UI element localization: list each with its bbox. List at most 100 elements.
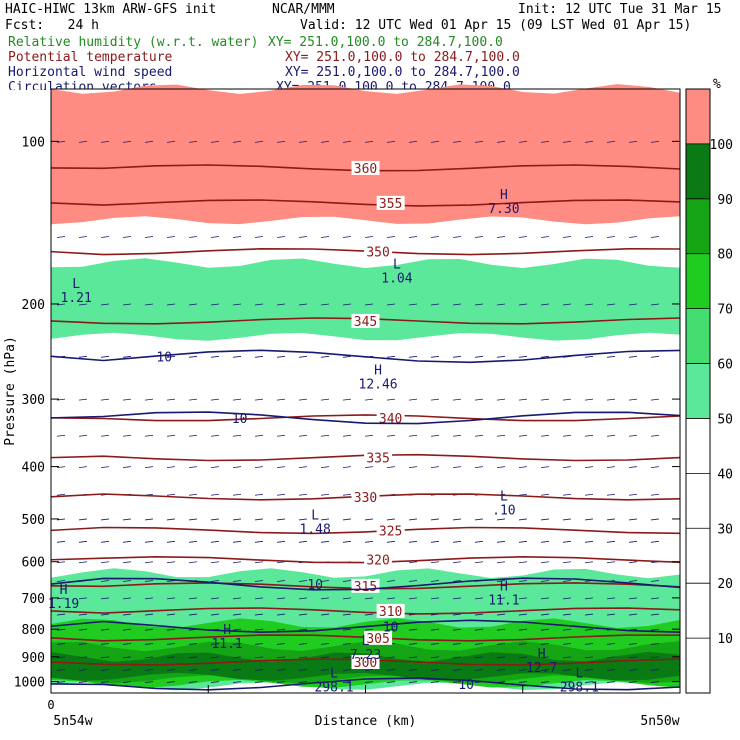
y-tick-label: 700: [22, 592, 45, 607]
wind-vector: [628, 669, 638, 671]
wind-vector: [430, 597, 440, 600]
wind-vector: [166, 434, 176, 437]
wind-vector: [496, 303, 506, 306]
wind-vector: [122, 643, 132, 645]
colorbar-tick-label: 30: [717, 522, 733, 537]
field-circ-name: Circulation vectors: [8, 80, 157, 90]
wind-vector: [298, 303, 308, 306]
wind-vector: [562, 628, 572, 631]
wind-vector: [408, 580, 418, 582]
extremum-value: 12.7: [526, 661, 557, 676]
colorbar-swatch: [686, 308, 710, 364]
wind-vector: [166, 597, 176, 600]
wind-vector: [430, 681, 440, 683]
wind-vector: [518, 303, 528, 306]
wind-vector: [100, 518, 110, 521]
wind-vector: [496, 355, 506, 358]
wind-vector: [342, 580, 352, 582]
field-wind-name: Horizontal wind speed: [8, 65, 173, 80]
wind-vector: [474, 466, 484, 468]
wind-vector: [298, 540, 308, 543]
wind-vector: [56, 493, 66, 496]
theta-label: 350: [366, 246, 389, 261]
wind-vector: [276, 518, 286, 521]
wind-vector: [320, 540, 330, 543]
wind-vector: [166, 466, 176, 468]
wind-vector: [562, 643, 572, 645]
wind-vector: [364, 597, 374, 600]
wind-vector: [210, 561, 220, 564]
wind-vector: [650, 628, 660, 631]
wind-vector: [518, 466, 528, 468]
wind-vector: [276, 580, 286, 582]
wind-vector: [320, 140, 330, 143]
wind-vector: [474, 597, 484, 600]
theta-label: 325: [379, 524, 402, 539]
wind-vector: [496, 597, 506, 600]
wind-vector: [232, 597, 242, 600]
wind-vector: [100, 140, 110, 143]
wind-vector: [408, 236, 418, 238]
wind-vector: [276, 597, 286, 600]
wind-vector: [320, 580, 330, 582]
wind-vector: [188, 613, 198, 616]
wind-contour: [50, 619, 681, 634]
wind-vector: [606, 303, 616, 306]
wind-vector: [628, 597, 638, 600]
wind-vector: [78, 540, 88, 543]
wind-vector: [408, 628, 418, 631]
wind-vector: [232, 561, 242, 564]
wind-vector: [320, 518, 330, 521]
wind-vector: [122, 580, 132, 582]
wind-vector: [386, 434, 396, 437]
wind-vector: [232, 613, 242, 616]
wind-vector: [650, 656, 660, 659]
extremum-value: 1.19: [48, 597, 79, 612]
wind-vector: [408, 140, 418, 143]
wind-vector: [650, 597, 660, 600]
wind-vector: [100, 628, 110, 631]
wind-vector: [584, 643, 594, 645]
theta-label: 315: [354, 580, 377, 595]
wind-vector: [100, 669, 110, 671]
wind-vector: [254, 580, 264, 582]
wind-vector: [628, 540, 638, 543]
extremum-kind: H: [500, 579, 508, 594]
wind-vector: [474, 236, 484, 238]
colorbar-swatch: [686, 89, 710, 144]
wind-vector: [210, 303, 220, 306]
wind-vector: [298, 434, 308, 437]
colorbar-tick-label: 10: [717, 632, 733, 647]
theta-label-bg: [376, 195, 405, 210]
wind-vector: [56, 597, 66, 600]
wind-vector: [166, 681, 176, 683]
wind-vector: [518, 681, 528, 683]
valid-time: Valid: 12 UTC Wed 01 Apr 15 (09 LST Wed …: [300, 18, 692, 33]
wind-vector: [210, 493, 220, 496]
theta-label-bg: [351, 160, 380, 175]
wind-vector: [188, 518, 198, 521]
wind-vector: [584, 236, 594, 238]
wind-vector: [606, 597, 616, 600]
wind-vector: [518, 628, 528, 631]
wind-vector: [320, 355, 330, 358]
wind-vector: [122, 656, 132, 659]
wind-vector: [386, 656, 396, 659]
wind-vector: [386, 355, 396, 358]
theta-label-bg: [364, 630, 393, 645]
wind-vector: [188, 434, 198, 437]
wind-vector: [254, 518, 264, 521]
wind-vector: [584, 434, 594, 437]
wind-vector: [584, 628, 594, 631]
theta-contour: [50, 414, 681, 422]
wind-vector: [452, 669, 462, 671]
wind-vector: [144, 669, 154, 671]
wind-vector: [188, 561, 198, 564]
wind-vector: [122, 303, 132, 306]
wind-vector: [452, 643, 462, 645]
wind-vector: [452, 466, 462, 468]
theta-label: 330: [354, 491, 377, 506]
theta-label-bg: [364, 552, 393, 567]
